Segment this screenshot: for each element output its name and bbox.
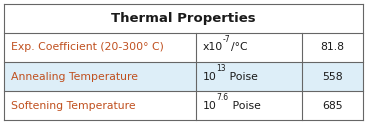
Text: 10: 10 [203,72,217,82]
Text: Softening Temperature: Softening Temperature [11,101,136,111]
Text: 81.8: 81.8 [320,42,344,52]
Text: 685: 685 [322,101,342,111]
Text: 558: 558 [322,72,342,82]
Text: Poise: Poise [229,101,261,111]
Text: Exp. Coefficient (20-300° C): Exp. Coefficient (20-300° C) [11,42,164,52]
Text: Thermal Properties: Thermal Properties [111,12,256,25]
Text: 7.6: 7.6 [217,93,229,102]
Text: Poise: Poise [226,72,258,82]
Text: Annealing Temperature: Annealing Temperature [11,72,138,82]
Text: -7: -7 [223,35,230,44]
Text: x10: x10 [203,42,223,52]
Text: /°C: /°C [230,42,247,52]
Text: 13: 13 [217,64,226,73]
Text: 10: 10 [203,101,217,111]
